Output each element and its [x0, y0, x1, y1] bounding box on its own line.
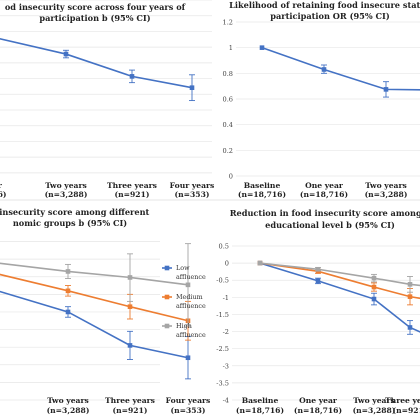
data-point [189, 85, 195, 90]
data-point [315, 266, 321, 272]
chart-title-line: participation OR (95% CI) [270, 11, 390, 21]
data-point [127, 275, 133, 280]
x-tick-sublabel: (n=18,716) [294, 406, 342, 415]
x-tick-label: Two years [45, 181, 87, 190]
series-line [261, 46, 420, 91]
x-tick-label: Two years [353, 396, 395, 405]
chart-title-line: Likelihood of retaining food insecure st… [229, 0, 420, 10]
series-line [0, 273, 189, 322]
x-tick-sublabel: (n=18,716) [238, 190, 286, 199]
x-tick-label: Three years [107, 181, 157, 190]
x-tick-sublabel: (n=353) [171, 406, 206, 415]
legend-label: Medium [176, 293, 203, 301]
x-tick-label: Two years [47, 396, 89, 405]
legend-label: Low [176, 264, 190, 272]
x-tick-sublabel: (n=353) [175, 190, 210, 199]
legend-label: affluence [176, 302, 206, 310]
x-tick-sublabel: (n=921) [115, 190, 150, 199]
x-tick-label: Two years [365, 181, 407, 190]
y-tick-label: 0.6 [223, 96, 234, 104]
x-tick-sublabel: (n=18,716) [236, 406, 284, 415]
y-tick-label: 0.2 [223, 147, 234, 155]
chart-title-line: nomic groups b (95% CI) [13, 218, 127, 228]
y-tick-label: 0.4 [223, 121, 234, 129]
legend-marker [164, 294, 170, 300]
data-point [63, 51, 69, 57]
y-tick-label: -1 [223, 294, 229, 302]
series-line [0, 290, 189, 359]
data-point [65, 288, 71, 294]
x-tick-sublabel: (n=921) [393, 406, 420, 415]
series-line [0, 38, 193, 89]
y-tick-label: 0 [225, 260, 229, 268]
series-line [0, 262, 189, 286]
chart-title-line: od insecurity score across four years of [5, 2, 186, 12]
x-tick-sublabel: (n=18,716) [300, 190, 348, 199]
y-tick-label: 0.5 [219, 243, 230, 251]
x-tick-sublabel: (n=921) [113, 406, 148, 415]
y-tick-label: -2 [223, 328, 229, 336]
x-tick-label: Three years [105, 396, 155, 405]
data-point [407, 282, 413, 287]
y-tick-label: -3.5 [216, 379, 229, 387]
data-point [129, 74, 135, 79]
chart-title-line: Reduction in food insecurity score among… [230, 208, 420, 218]
data-point [371, 296, 377, 302]
y-tick-label: -2.5 [216, 345, 229, 353]
x-tick-sublabel: (n=3,288) [353, 406, 396, 415]
x-tick-label: Four years [166, 396, 211, 405]
y-tick-label: -0.5 [216, 277, 229, 285]
x-tick-label: Baseline [242, 396, 279, 405]
y-tick-label: -3 [223, 362, 229, 370]
y-tick-label: 0 [229, 173, 233, 181]
x-tick-sublabel: (n=3,288) [45, 190, 88, 199]
data-point [127, 343, 133, 348]
x-tick-label: ear [0, 181, 3, 190]
data-point [257, 260, 263, 266]
y-tick-label: 0.8 [223, 70, 234, 78]
legend-marker [164, 265, 170, 271]
data-point [185, 355, 191, 361]
y-tick-label: -1.5 [216, 311, 229, 319]
data-point [315, 278, 321, 284]
data-point [321, 67, 327, 72]
legend-label: High [176, 322, 192, 330]
y-tick-label: 1.2 [223, 19, 234, 27]
series-line [259, 262, 420, 333]
chart-title-line: participation b (95% CI) [39, 13, 150, 23]
y-tick-label: 1 [229, 44, 233, 52]
x-tick-sublabel: (n=3,288) [47, 406, 90, 415]
legend-label: affluence [176, 273, 206, 281]
x-tick-label: Three years [385, 396, 420, 405]
chart-title-line: d insecurity score among different [0, 207, 150, 217]
data-point [407, 325, 413, 330]
data-point [383, 87, 389, 92]
legend-marker [164, 323, 170, 329]
x-tick-label: One year [299, 396, 338, 405]
x-tick-label: Baseline [244, 181, 281, 190]
legend-label: affluence [176, 331, 206, 339]
chart-title-line: educational level b (95% CI) [265, 220, 395, 230]
data-point [259, 45, 265, 50]
x-tick-sublabel: (716) [0, 190, 7, 199]
x-tick-sublabel: (n=3,288) [365, 190, 408, 199]
data-point [371, 284, 377, 290]
data-point [65, 269, 71, 274]
data-point [65, 309, 71, 315]
data-point [407, 294, 413, 299]
data-point [127, 304, 133, 309]
x-tick-label: Four years [170, 181, 215, 190]
x-tick-label: One year [305, 181, 344, 190]
panel-divider-vertical [203, 0, 206, 420]
y-tick-label: -4 [223, 397, 229, 405]
data-point [371, 275, 377, 281]
data-point [185, 282, 191, 288]
